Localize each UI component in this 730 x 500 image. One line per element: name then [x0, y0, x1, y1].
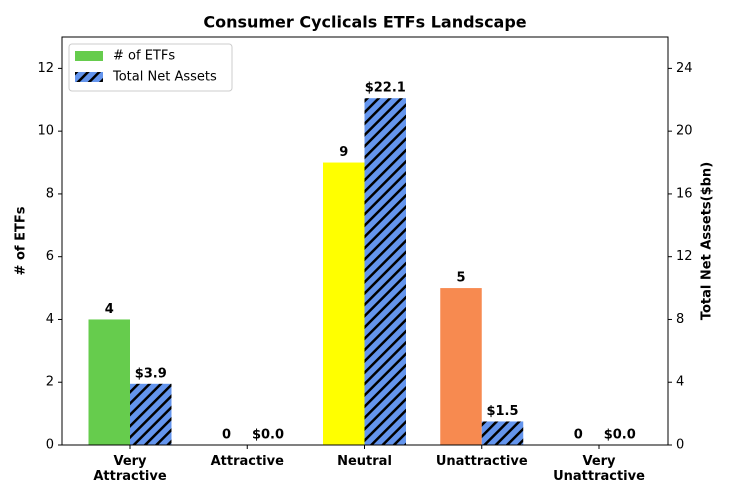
bar — [440, 288, 482, 445]
y-tick-label: 12 — [37, 61, 54, 76]
legend-label: Total Net Assets — [112, 70, 217, 85]
y2-tick-label: 0 — [676, 438, 684, 453]
bar — [88, 319, 130, 445]
plot-frame — [61, 36, 669, 446]
x-tick-label: Attractive — [210, 454, 284, 469]
value-label: $22.1 — [365, 81, 406, 96]
legend-swatch — [75, 51, 103, 61]
legend-box — [68, 43, 233, 92]
value-label: 4 — [105, 302, 114, 317]
bar — [323, 162, 365, 446]
y2-tick-label: 20 — [676, 124, 693, 139]
x-tick-label: Very Attractive — [93, 454, 167, 484]
value-label: $0.0 — [252, 428, 284, 443]
value-label: $3.9 — [135, 366, 167, 381]
y2-tick-label: 12 — [676, 249, 693, 264]
value-label: 0 — [222, 428, 231, 443]
bar — [130, 383, 172, 445]
y-tick-label: 4 — [46, 312, 54, 327]
legend: # of ETFs Total Net Assets — [68, 43, 233, 92]
y-axis-label: # of ETFs — [14, 206, 29, 275]
bar — [364, 98, 406, 445]
value-label: 5 — [456, 271, 465, 286]
y2-axis-label: Total Net Assets($bn) — [700, 162, 715, 320]
bar — [481, 421, 524, 445]
y-tick-label: 10 — [37, 124, 54, 139]
value-label: $1.5 — [486, 404, 518, 419]
y2-tick-label: 24 — [676, 61, 693, 76]
y-tick-label: 6 — [46, 249, 54, 264]
y2-tick-label: 8 — [676, 312, 684, 327]
value-label: $0.0 — [604, 428, 636, 443]
x-tick-label: Very Unattractive — [553, 454, 645, 484]
value-label: 9 — [339, 145, 348, 160]
legend-label: # of ETFs — [113, 49, 175, 64]
value-label: 0 — [574, 428, 583, 443]
y2-tick-label: 4 — [676, 375, 684, 390]
x-tick-label: Unattractive — [435, 454, 528, 469]
y-tick-label: 8 — [46, 186, 54, 201]
y2-tick-label: 16 — [676, 186, 693, 201]
y-tick-label: 0 — [46, 438, 54, 453]
legend-swatch — [75, 72, 103, 82]
x-tick-label: Neutral — [337, 454, 392, 469]
chart-title: Consumer Cyclicals ETFs Landscape — [203, 13, 526, 32]
y-tick-label: 2 — [46, 375, 54, 390]
